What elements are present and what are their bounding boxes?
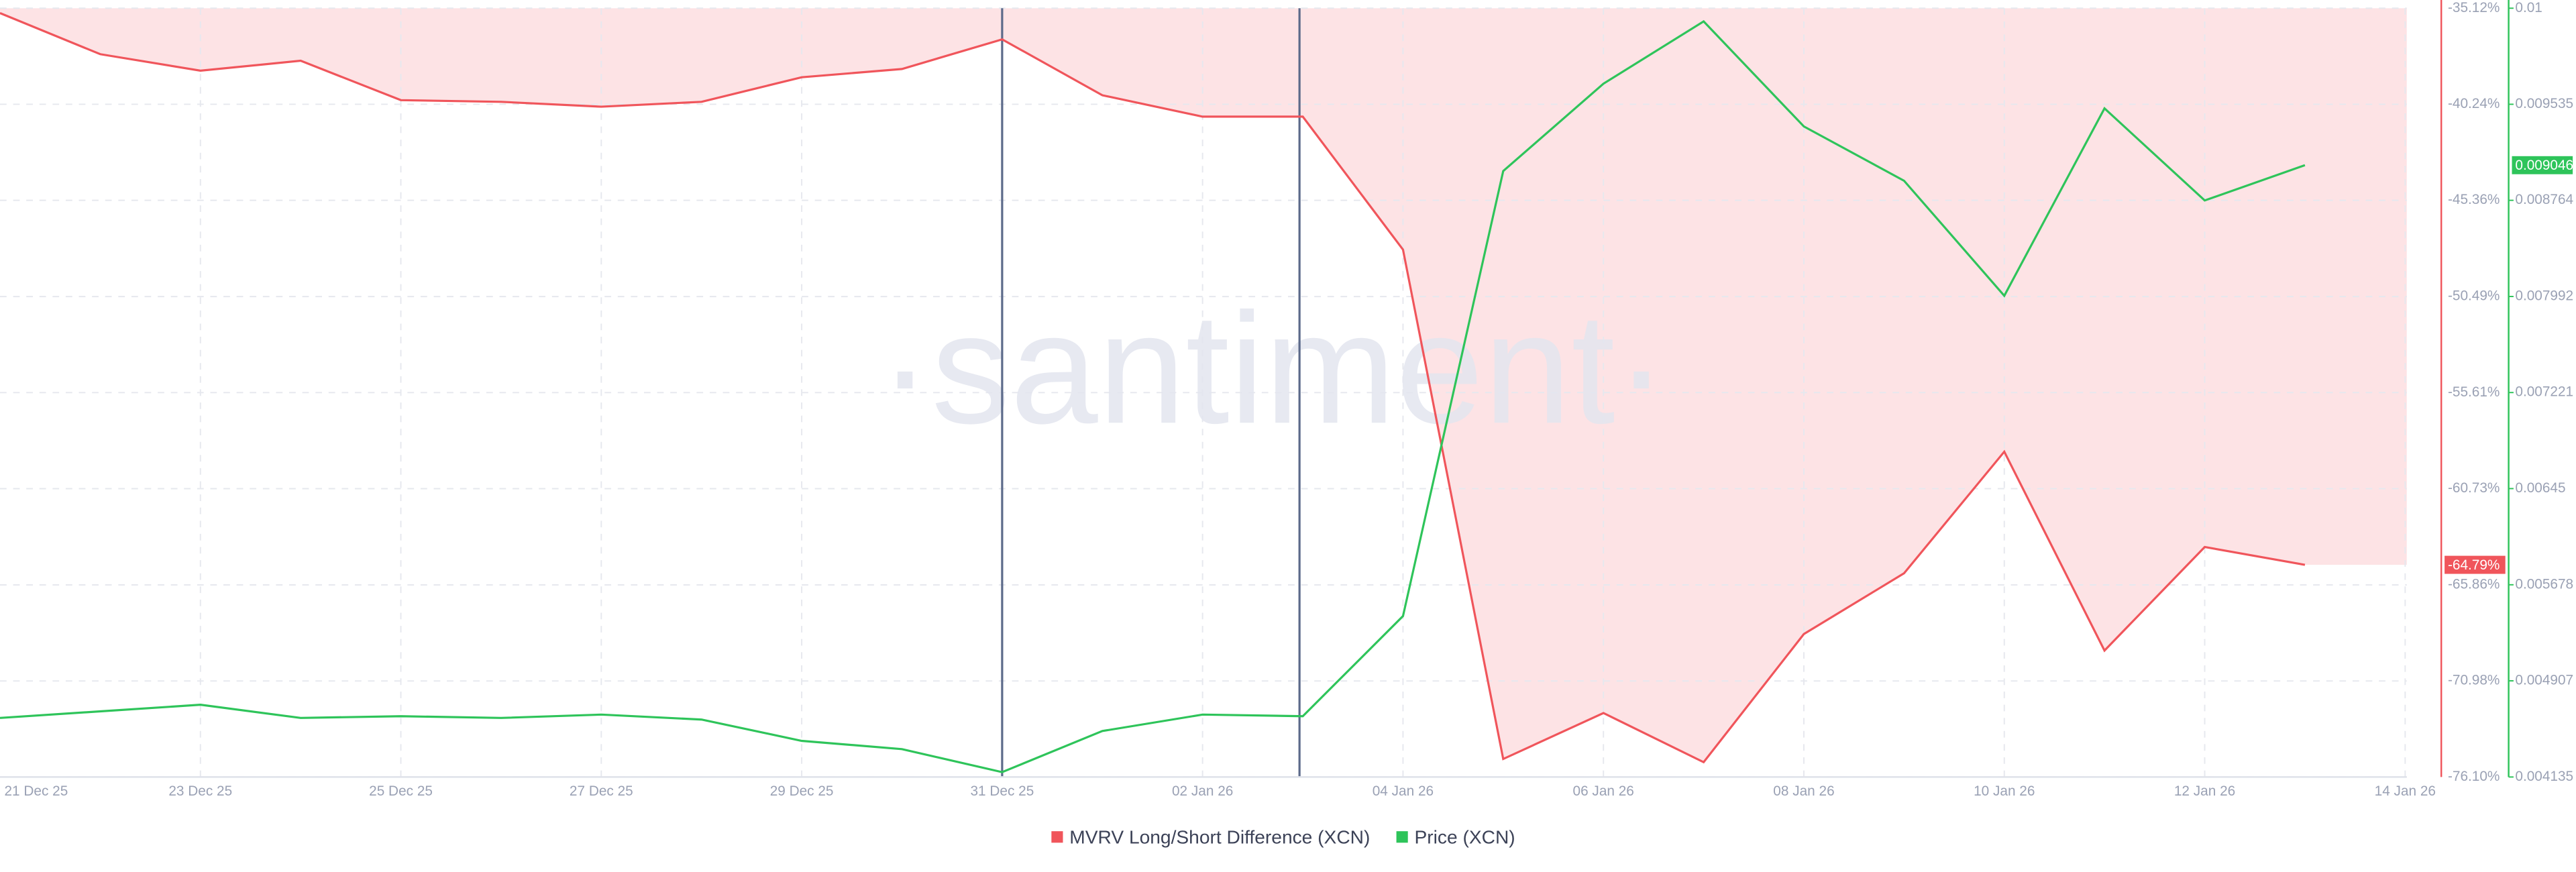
value-label: -64.79%	[2448, 557, 2500, 573]
legend-swatch	[1051, 831, 1063, 843]
x-tick-label: 08 Jan 26	[1773, 783, 1834, 799]
y2-tick-label: 0.004907	[2515, 672, 2573, 688]
y-tick-label: -40.24%	[2448, 96, 2500, 111]
x-tick-label: 27 Dec 25	[570, 783, 633, 799]
x-tick-label: 10 Jan 26	[1974, 783, 2035, 799]
y-tick-label: -50.49%	[2448, 288, 2500, 304]
y2-tick-label: 0.008764	[2515, 192, 2573, 207]
y-tick-label: -35.12%	[2448, 0, 2500, 15]
y-tick-label: -55.61%	[2448, 384, 2500, 400]
y-tick-label: -45.36%	[2448, 192, 2500, 207]
y2-tick-label: 0.005678	[2515, 576, 2573, 592]
y-tick-label: -65.86%	[2448, 576, 2500, 592]
y2-tick-label: 0.007992	[2515, 288, 2573, 304]
y2-tick-label: 0.009535	[2515, 96, 2573, 111]
x-tick-label: 23 Dec 25	[168, 783, 232, 799]
x-tick-label: 29 Dec 25	[770, 783, 834, 799]
legend-swatch	[1396, 831, 1408, 843]
x-tick-label: 04 Jan 26	[1373, 783, 1434, 799]
value-label: 0.009046	[2515, 158, 2573, 173]
x-tick-label: 25 Dec 25	[369, 783, 433, 799]
y2-tick-label: 0.007221	[2515, 384, 2573, 400]
series-line	[0, 12, 2306, 764]
value-badge	[2445, 555, 2506, 574]
x-tick-label: 06 Jan 26	[1573, 783, 1634, 799]
y-tick-label: -76.10%	[2448, 769, 2500, 784]
y2-tick-label: 0.01	[2515, 0, 2542, 15]
y-tick-label: -70.98%	[2448, 673, 2500, 688]
x-tick-label: 31 Dec 25	[970, 783, 1034, 799]
x-tick-label: 14 Jan 26	[2375, 783, 2436, 799]
legend-label: MVRV Long/Short Difference (XCN)	[1069, 827, 1370, 848]
x-tick-label: 12 Jan 26	[2174, 783, 2235, 799]
watermark: ·santiment·	[879, 280, 1668, 456]
value-badge	[2512, 156, 2573, 174]
x-tick-label: 02 Jan 26	[1172, 783, 1233, 799]
series-line	[0, 19, 2306, 773]
area-fill	[0, 8, 2407, 763]
x-tick-label: 21 Dec 25	[4, 783, 68, 799]
y-tick-label: -60.73%	[2448, 480, 2500, 496]
y2-tick-label: 0.004135	[2515, 769, 2573, 784]
y2-tick-label: 0.00645	[2515, 480, 2565, 496]
legend-label: Price (XCN)	[1415, 827, 1515, 848]
